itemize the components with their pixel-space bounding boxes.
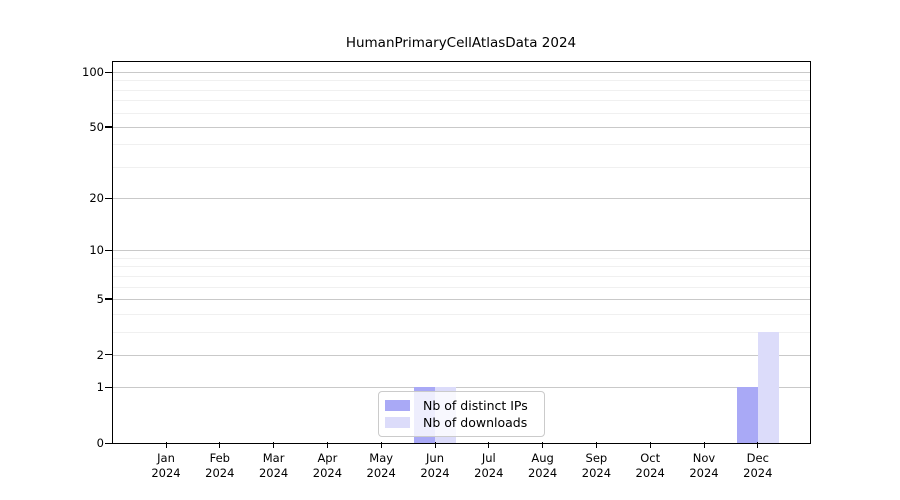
year-label: 2024 [420, 466, 450, 480]
year-label: 2024 [366, 466, 396, 480]
year-label: 2024 [743, 466, 773, 480]
x-tick [273, 442, 275, 448]
month-label: Sep [585, 451, 608, 465]
x-tick [649, 442, 651, 448]
month-label: Jul [481, 451, 496, 465]
year-label: 2024 [205, 466, 235, 480]
plot-area: Nb of distinct IPs Nb of downloads [105, 61, 811, 448]
gridline-major [113, 72, 810, 73]
x-tick-label: Sep 2024 [556, 451, 636, 481]
x-tick [326, 442, 329, 448]
gridline-minor [113, 313, 810, 315]
x-tick [542, 442, 544, 448]
y-tick [105, 126, 112, 128]
x-tick-label: Nov 2024 [664, 451, 744, 481]
month-label: Nov [692, 451, 716, 465]
legend-swatch-downloads [385, 417, 410, 429]
gridline-minor [113, 80, 810, 82]
x-tick-label: Feb 2024 [180, 451, 260, 481]
gridline-minor [113, 144, 810, 146]
y-tick [105, 249, 112, 251]
month-label: May [369, 451, 394, 465]
y-tick [105, 442, 112, 444]
gridline-minor [113, 266, 810, 268]
x-tick [165, 442, 167, 448]
x-tick-label: Jun 2024 [395, 451, 475, 481]
month-label: Jan [157, 451, 175, 465]
gridline-minor [113, 331, 810, 333]
chart-title: HumanPrimaryCellAtlasData 2024 [345, 35, 577, 51]
year-label: 2024 [581, 466, 612, 480]
x-tick [380, 442, 382, 448]
year-label: 2024 [635, 466, 665, 480]
legend-item-distinct-ips: Nb of distinct IPs [385, 398, 538, 413]
x-tick-label: Aug 2024 [503, 451, 583, 481]
x-tick [219, 442, 221, 448]
x-tick-label: Mar 2024 [234, 451, 314, 481]
gridline-minor [113, 112, 810, 114]
legend: Nb of distinct IPs Nb of downloads [378, 391, 545, 437]
y-tick-label: 0 [96, 436, 104, 450]
y-tick [105, 71, 112, 73]
x-tick-label: Dec 2024 [718, 451, 798, 481]
y-tick [105, 197, 112, 199]
legend-swatch-distinct-ips [385, 399, 410, 411]
month-label: Oct [640, 451, 661, 465]
y-tick-label: 100 [82, 65, 104, 79]
year-label: 2024 [312, 466, 343, 480]
gridline-major [113, 387, 810, 389]
month-label: Jun [426, 451, 444, 465]
y-tick-label: 2 [96, 347, 104, 362]
y-tick [105, 386, 112, 388]
x-tick-label: Jul 2024 [449, 451, 529, 481]
y-tick [105, 354, 112, 356]
legend-label-distinct-ips: Nb of distinct IPs [423, 397, 528, 413]
x-tick-label: Oct 2024 [610, 451, 690, 481]
year-label: 2024 [689, 466, 719, 480]
x-tick [757, 442, 759, 448]
y-tick-label: 10 [89, 243, 104, 258]
x-tick-label: May 2024 [341, 451, 421, 481]
x-tick [434, 442, 436, 448]
month-label: Mar [262, 451, 285, 465]
gridline-major [113, 126, 810, 128]
month-label: Dec [746, 451, 769, 465]
x-tick-label: Jan 2024 [126, 451, 206, 481]
gridline-major [113, 298, 810, 300]
year-label: 2024 [474, 466, 504, 480]
year-label: 2024 [258, 466, 289, 480]
gridline-minor [113, 89, 810, 91]
y-tick-label: 1 [96, 380, 104, 395]
month-label: Feb [209, 451, 230, 465]
legend-label-downloads: Nb of downloads [423, 415, 528, 431]
x-tick-label: Apr 2024 [287, 451, 367, 481]
year-label: 2024 [151, 466, 181, 480]
y-tick [105, 298, 112, 300]
y-tick-label: 20 [89, 191, 104, 206]
month-label: Apr [317, 451, 338, 465]
year-label: 2024 [527, 466, 558, 480]
x-tick [703, 442, 705, 448]
gridline-minor [113, 275, 810, 277]
gridline-minor [113, 166, 810, 168]
bar-dec-nb-of-downloads [757, 331, 779, 443]
gridline-minor [113, 100, 810, 102]
gridline-major [113, 198, 810, 200]
gridline-major [113, 250, 810, 252]
gridline-major [113, 354, 810, 356]
gridline-minor [113, 286, 810, 288]
legend-item-downloads: Nb of downloads [385, 415, 538, 430]
month-label: Aug [531, 451, 554, 465]
gridline-minor [113, 257, 810, 259]
x-tick [488, 442, 490, 448]
y-tick-label: 50 [89, 119, 104, 134]
x-tick [595, 442, 598, 448]
y-tick-label: 5 [96, 291, 104, 306]
bar-dec-nb-of-distinct-ips [736, 387, 758, 443]
